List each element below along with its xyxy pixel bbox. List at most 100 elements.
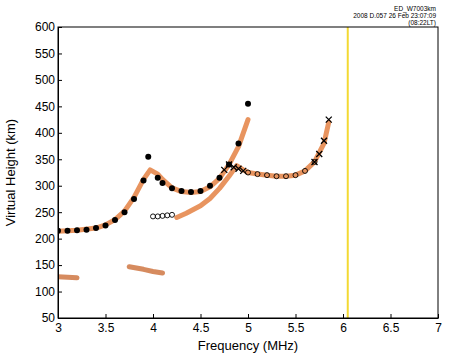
point	[103, 222, 109, 228]
tick-label: 100	[35, 285, 55, 299]
tick-label: 550	[35, 47, 55, 61]
tick-label: 500	[35, 73, 55, 87]
point	[65, 228, 71, 234]
trace	[58, 267, 163, 278]
tick-label: 200	[35, 232, 55, 246]
trace	[58, 120, 248, 232]
point	[284, 174, 289, 179]
tick-label: 50	[42, 311, 56, 325]
point	[312, 159, 318, 165]
tick-label: 4.5	[193, 321, 210, 335]
tick-mark	[391, 314, 392, 318]
tick: 100	[35, 285, 62, 299]
tick-label: 4	[150, 321, 157, 335]
tick: 3.5	[98, 314, 115, 335]
point	[112, 217, 118, 223]
tick: 450	[35, 100, 62, 114]
tick: 50	[42, 311, 62, 325]
tick-mark	[58, 53, 62, 54]
annotation: (08:22LT)	[408, 19, 436, 27]
tick: 6.5	[383, 314, 400, 335]
tick-mark	[58, 27, 62, 28]
point	[312, 159, 317, 164]
tick: 7	[435, 314, 442, 335]
tick: 500	[35, 73, 62, 87]
tick: 6	[340, 314, 347, 335]
tick: 300	[35, 179, 62, 193]
point	[321, 138, 327, 144]
tick-label: 300	[35, 179, 55, 193]
plot-area	[58, 27, 348, 318]
point	[188, 189, 194, 195]
point	[155, 214, 160, 219]
tick: 350	[35, 153, 62, 167]
tick-label: 450	[35, 100, 55, 114]
tick-mark	[153, 314, 154, 318]
point	[246, 170, 251, 175]
tick-label: 6	[340, 321, 347, 335]
tick: 400	[35, 126, 62, 140]
point	[231, 164, 237, 170]
tick-label: 5	[245, 321, 252, 335]
point	[93, 225, 99, 231]
tick-label: 3.5	[98, 321, 115, 335]
point	[217, 175, 223, 181]
point	[84, 227, 90, 233]
tick-mark	[201, 314, 202, 318]
tick: 5	[245, 314, 252, 335]
axis-line	[58, 28, 59, 319]
y-axis-title: Virtual Height (km)	[3, 119, 18, 226]
point	[169, 185, 175, 191]
tick-mark	[58, 106, 62, 107]
point	[131, 196, 137, 202]
point	[145, 154, 151, 160]
annotation: 2008 D.057 26 Feb 23:07:09	[353, 12, 436, 19]
tick-label: 600	[35, 20, 55, 34]
axis-line	[59, 318, 439, 319]
tick-label: 400	[35, 126, 55, 140]
chart: 3 3.5 4 4.5 5 5.5 6 6.5 7 50 100 150 200 250 300 350 400…	[0, 0, 474, 355]
tick-mark	[58, 318, 62, 319]
point	[255, 172, 260, 177]
point	[236, 140, 242, 146]
point	[303, 168, 308, 173]
tick-label: 6.5	[383, 321, 400, 335]
tick-mark	[343, 314, 344, 318]
point	[245, 101, 251, 107]
tick-label: 7	[435, 321, 442, 335]
tick: 4	[150, 314, 157, 335]
point	[207, 183, 213, 189]
tick-label: 150	[35, 258, 55, 272]
point	[170, 212, 175, 217]
tick: 600	[35, 20, 62, 34]
x-axis-title: Frequency (MHz)	[198, 338, 298, 353]
tick-mark	[58, 265, 62, 266]
tick-label: 350	[35, 153, 55, 167]
y-axis: 50 100 150 200 250 300 350 400 450 500 550 600	[35, 20, 62, 325]
tick-label: 3	[55, 321, 62, 335]
point	[316, 151, 322, 157]
tick-mark	[58, 212, 62, 213]
point	[326, 117, 332, 123]
trace	[347, 27, 349, 318]
point	[165, 213, 170, 218]
point	[141, 177, 147, 183]
tick: 4.5	[193, 314, 210, 335]
x-axis: 3 3.5 4 4.5 5 5.5 6 6.5 7	[55, 314, 442, 335]
point	[122, 209, 128, 215]
point	[274, 174, 279, 179]
tick-mark	[58, 80, 62, 81]
point	[293, 173, 298, 178]
tick-label: 250	[35, 206, 55, 220]
tick-mark	[58, 186, 62, 187]
frame	[58, 27, 438, 318]
tick-mark	[296, 314, 297, 318]
tick-mark	[248, 314, 249, 318]
tick: 250	[35, 206, 62, 220]
tick-mark	[106, 314, 107, 318]
tick: 5.5	[288, 314, 305, 335]
point	[155, 175, 161, 181]
point	[265, 173, 270, 178]
tick-mark	[58, 292, 62, 293]
trace	[177, 122, 329, 217]
